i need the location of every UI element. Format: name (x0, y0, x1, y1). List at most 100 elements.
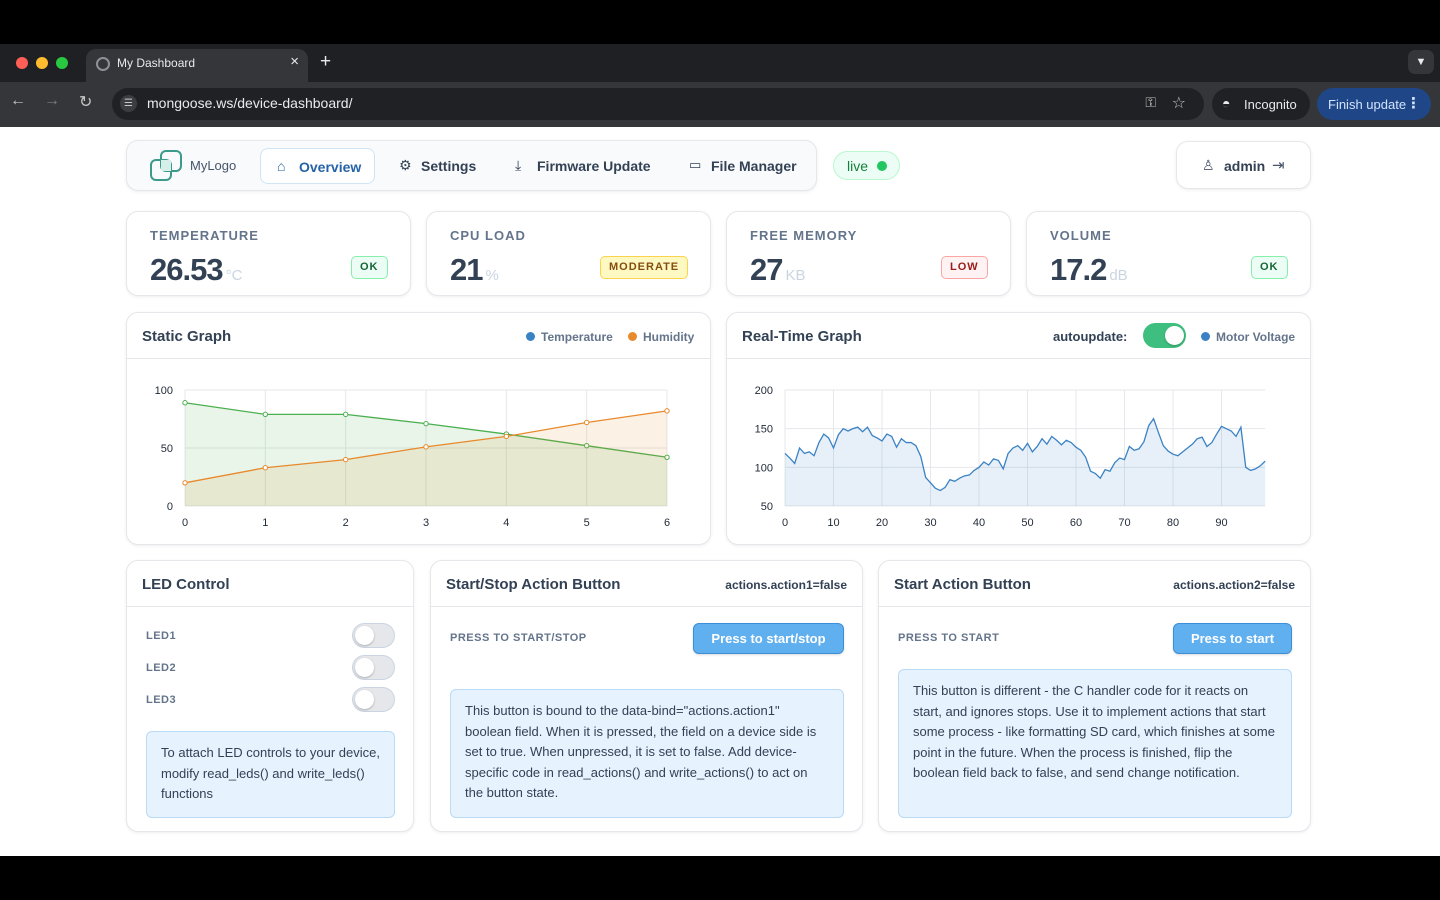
letterbox-bottom (0, 856, 1440, 900)
led-info-box: To attach LED controls to your device, m… (146, 731, 395, 818)
stat-unit: % (485, 267, 499, 284)
y-tick-label: 100 (155, 385, 173, 397)
data-point (182, 400, 188, 406)
static-graph-chart: 0 50 100 0 1 2 3 4 5 6 (155, 385, 670, 529)
start-action-card: Start Action Button actions.action2=fals… (878, 560, 1311, 832)
led3-toggle[interactable] (352, 687, 395, 712)
x-tick-label: 30 (924, 517, 936, 529)
logout-icon[interactable]: ⇥ (1272, 157, 1285, 174)
nav-firmware-update[interactable]: ⤓ Firmware Update (499, 148, 655, 184)
status-badge: OK (1251, 256, 1288, 279)
nav-settings[interactable]: ⚙ Settings (383, 148, 487, 184)
stat-title: CPU LOAD (450, 228, 526, 243)
download-icon: ⤓ (515, 157, 522, 173)
action2-info-box: This button is different - the C handler… (898, 669, 1292, 818)
home-icon: ⌂ (277, 158, 286, 174)
action2-title: Start Action Button (894, 576, 1031, 593)
legend-dot-icon (1201, 332, 1210, 341)
minimize-window-button[interactable] (36, 57, 48, 69)
browser-tab[interactable]: My Dashboard × (86, 49, 308, 82)
y-tick-label: 50 (761, 501, 773, 513)
data-point (423, 420, 429, 427)
card-header: LED Control (127, 561, 413, 607)
nav-file-manager-label: File Manager (711, 158, 797, 174)
site-settings-icon[interactable]: ☰ (120, 95, 137, 112)
status-badge: LOW (941, 256, 988, 279)
menu-dots-icon: ⋮ (1406, 95, 1421, 112)
gear-icon: ⚙ (399, 157, 412, 173)
data-point (182, 480, 188, 486)
press-to-start-stop-label: PRESS TO START/STOP (450, 632, 587, 644)
incognito-label: Incognito (1244, 97, 1297, 112)
x-tick-label: 40 (973, 517, 985, 529)
password-key-icon[interactable]: ⚿ (1145, 94, 1156, 110)
x-tick-label: 90 (1215, 517, 1227, 529)
autoupdate-toggle[interactable] (1143, 323, 1186, 348)
address-bar[interactable]: ☰ mongoose.ws/device-dashboard/ ⚿ ☆ (112, 88, 1204, 120)
close-tab-icon[interactable]: × (290, 53, 299, 70)
legend-temperature: Temperature (526, 330, 613, 344)
series-area (185, 410, 667, 506)
y-tick-label: 100 (755, 462, 773, 474)
data-point (664, 408, 670, 414)
stat-value: 17.2 dB (1050, 252, 1128, 287)
data-point (583, 419, 590, 426)
stat-temperature: TEMPERATURE 26.53 °C OK (126, 211, 411, 296)
status-badge: OK (351, 256, 388, 279)
bookmark-star-icon[interactable]: ☆ (1171, 95, 1186, 112)
led3-label: LED3 (146, 694, 177, 706)
logo-text: MyLogo (190, 158, 237, 173)
start-stop-action-card: Start/Stop Action Button actions.action1… (430, 560, 863, 832)
x-tick-label: 20 (876, 517, 888, 529)
y-tick-label: 150 (755, 424, 773, 436)
stat-unit: °C (225, 267, 243, 284)
x-tick-label: 4 (503, 517, 509, 529)
nav-overview[interactable]: ⌂ Overview (260, 148, 375, 184)
stat-unit: KB (785, 267, 806, 284)
logo-icon (150, 150, 182, 181)
dashboard-page: MyLogo ⌂ Overview ⚙ Settings ⤓ Firmware … (0, 127, 1440, 856)
forward-arrow-icon[interactable]: → (44, 92, 60, 109)
live-label: live (847, 158, 869, 174)
x-tick-label: 2 (343, 517, 349, 529)
maximize-window-button[interactable] (56, 57, 68, 69)
data-point (262, 465, 269, 471)
globe-icon (96, 57, 110, 71)
main-navbar: MyLogo ⌂ Overview ⚙ Settings ⤓ Firmware … (126, 140, 817, 191)
y-tick-label: 0 (167, 501, 173, 513)
x-tick-label: 10 (827, 517, 839, 529)
static-graph-title: Static Graph (142, 328, 232, 345)
realtime-graph-card: Real-Time Graph autoupdate: Motor Voltag… (726, 312, 1311, 545)
data-point (342, 456, 349, 463)
finish-update-button[interactable]: Finish update ⋮ (1317, 88, 1431, 120)
realtime-graph-title: Real-Time Graph (742, 328, 862, 345)
stat-value: 21% (450, 252, 499, 287)
url-text[interactable]: mongoose.ws/device-dashboard/ (147, 95, 353, 111)
start-stop-button[interactable]: Press to start/stop (693, 623, 844, 654)
data-point (664, 454, 670, 460)
led1-toggle[interactable] (352, 623, 395, 648)
action1-title: Start/Stop Action Button (446, 576, 621, 593)
incognito-icon: ◓ (1222, 95, 1231, 111)
nav-file-manager[interactable]: ▭ File Manager (673, 148, 803, 184)
x-tick-label: 6 (664, 517, 670, 529)
incognito-indicator[interactable]: ◓ Incognito (1212, 88, 1310, 120)
tab-search-button[interactable]: ▼ (1408, 50, 1434, 74)
autoupdate-label: autoupdate: (1053, 329, 1128, 344)
x-tick-label: 1 (262, 517, 268, 529)
finish-update-label: Finish update (1328, 97, 1407, 112)
data-point (262, 411, 269, 418)
start-button[interactable]: Press to start (1173, 623, 1292, 654)
folder-icon: ▭ (689, 157, 702, 172)
legend-dot-icon (526, 332, 535, 341)
data-point (503, 433, 510, 440)
close-window-button[interactable] (16, 57, 28, 69)
stat-value: 26.53 °C (150, 252, 243, 287)
reload-icon[interactable]: ↻ (79, 94, 93, 111)
data-point (342, 411, 349, 418)
new-tab-button[interactable]: + (320, 51, 332, 72)
nav-settings-label: Settings (421, 158, 477, 174)
led2-toggle[interactable] (352, 655, 395, 680)
back-arrow-icon[interactable]: ← (10, 92, 26, 109)
user-menu[interactable]: ♙ admin ⇥ (1176, 141, 1311, 189)
